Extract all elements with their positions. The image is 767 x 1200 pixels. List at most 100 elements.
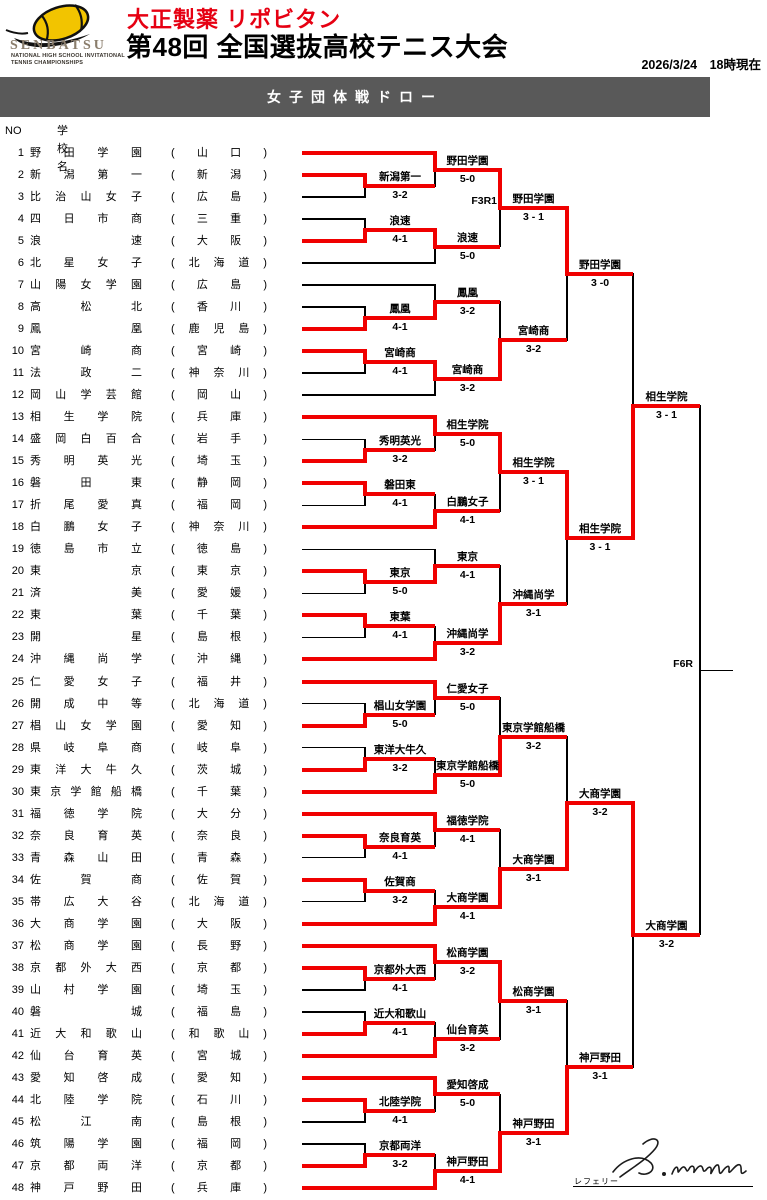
team-prefecture: (大阪) <box>171 917 267 930</box>
team-row: 38 京都外大西 (京都) <box>0 958 300 978</box>
team-name: 近大和歌山 <box>30 1027 142 1040</box>
bracket-line <box>498 866 502 910</box>
team-row: 5 浪速 (大阪) <box>0 231 300 251</box>
bracket-line <box>363 316 367 332</box>
team-number: 5 <box>17 235 24 248</box>
bracket-line <box>631 932 700 937</box>
score-label: 3-2 <box>392 761 408 774</box>
team-prefecture: (静岡) <box>171 477 267 490</box>
bracket-line <box>498 167 502 211</box>
winner-label: 京都両洋 <box>379 1139 421 1152</box>
team-prefecture: (千葉) <box>171 609 267 622</box>
bracket-line <box>302 833 365 838</box>
bracket-line <box>363 1097 367 1113</box>
referee-signature <box>612 1138 747 1178</box>
team-number: 23 <box>11 631 24 644</box>
team-row: 26 開成中等 (北海道) <box>0 694 300 714</box>
team-name: 浪速 <box>30 235 142 248</box>
winner-label: 東京学館船橋 <box>436 760 499 773</box>
team-prefecture: (石川) <box>171 1093 267 1106</box>
team-row: 27 椙山女学園 (愛知) <box>0 716 300 736</box>
winner-label: 新潟第一 <box>379 171 421 184</box>
logo-subtitle-1: NATIONAL HIGH SCHOOL INVITATIONAL <box>11 53 125 59</box>
team-row: 9 鳳凰 (鹿児島) <box>0 319 300 339</box>
score-label: 3-2 <box>459 645 476 658</box>
winner-label: 相生学院 <box>446 418 489 431</box>
bracket-line <box>433 1092 500 1097</box>
team-number: 32 <box>11 829 24 842</box>
team-row: 12 岡山学芸館 (岡山) <box>0 385 300 405</box>
senbatsu-logo: SENBATSU NATIONAL HIGH SCHOOL INVITATION… <box>4 2 126 76</box>
bracket-line <box>433 905 500 910</box>
bracket-line <box>498 431 502 475</box>
team-prefecture: (青森) <box>171 851 267 864</box>
team-name: 東洋大牛久 <box>30 763 142 776</box>
team-number: 18 <box>11 521 24 534</box>
team-prefecture: (新潟) <box>171 169 267 182</box>
bracket-line <box>433 773 437 794</box>
score-label: 3-2 <box>392 189 408 202</box>
team-number: 14 <box>11 433 24 446</box>
column-header-school: 学校名 <box>57 125 68 173</box>
team-row: 41 近大和歌山 (和歌山) <box>0 1024 300 1044</box>
score-label: 4-1 <box>392 981 408 994</box>
team-number: 24 <box>11 653 24 666</box>
team-prefecture: (北海道) <box>171 697 267 710</box>
team-prefecture: (北海道) <box>171 895 267 908</box>
team-row: 30 東京学館船橋 (千葉) <box>0 782 300 802</box>
winner-label: 大商学園 <box>645 919 688 932</box>
team-name: 東京学館船橋 <box>30 785 142 798</box>
bracket-line <box>302 284 435 286</box>
team-number: 44 <box>11 1093 24 1106</box>
team-name: 東葉 <box>30 609 142 622</box>
bracket-line <box>302 657 435 662</box>
team-row: 39 山村学園 (埼玉) <box>0 980 300 1000</box>
bracket-line <box>433 563 500 568</box>
team-name: 盛岡白百合 <box>30 433 142 446</box>
team-row: 28 県岐阜商 (岐阜) <box>0 738 300 758</box>
bracket-line <box>364 702 366 716</box>
score-label: 4-1 <box>392 321 408 334</box>
team-number: 41 <box>11 1027 24 1040</box>
team-name: 佐賀商 <box>30 873 142 886</box>
bracket-line <box>302 459 365 464</box>
bracket-line <box>565 536 633 541</box>
score-label: 3-1 <box>525 1003 542 1016</box>
bracket-line <box>302 767 365 772</box>
team-name: 相生学院 <box>30 411 142 424</box>
team-row: 10 宮崎商 (宮崎) <box>0 341 300 361</box>
score-label: 4-1 <box>392 1113 408 1126</box>
score-label: 3-2 <box>459 304 476 317</box>
team-name: 県岐阜商 <box>30 741 142 754</box>
team-number: 33 <box>11 851 24 864</box>
team-name: 徳島市立 <box>30 543 142 556</box>
team-prefecture: (神奈川) <box>171 367 267 380</box>
bracket-line <box>499 1093 501 1134</box>
bracket-line <box>302 481 365 486</box>
bracket-line <box>363 756 435 761</box>
section-banner: 女子団体戦ドロー <box>0 77 710 117</box>
team-number: 10 <box>11 345 24 358</box>
team-number: 34 <box>11 873 24 886</box>
team-name: 仁愛女子 <box>30 675 142 688</box>
bracket-line <box>498 602 567 607</box>
referee-label: レフェリー <box>574 1177 619 1186</box>
bracket-line <box>363 228 367 244</box>
score-label: 3 - 1 <box>522 475 544 488</box>
column-header-no: NO <box>5 125 22 137</box>
team-number: 22 <box>11 609 24 622</box>
winner-label: 大商学園 <box>579 787 621 800</box>
team-number: 30 <box>11 785 24 798</box>
bracket-line <box>433 696 500 701</box>
score-label: 3 - 1 <box>589 541 611 554</box>
team-number: 2 <box>17 169 24 182</box>
bracket-line <box>433 640 437 662</box>
team-name: 鳳凰 <box>30 323 142 336</box>
team-prefecture: (福岡) <box>171 499 267 512</box>
team-number: 1 <box>17 147 24 159</box>
bracket-line <box>302 569 365 574</box>
winner-label: 野田学園 <box>512 193 555 206</box>
team-name: 山村学園 <box>30 983 142 996</box>
team-name: 愛知啓成 <box>30 1071 142 1084</box>
